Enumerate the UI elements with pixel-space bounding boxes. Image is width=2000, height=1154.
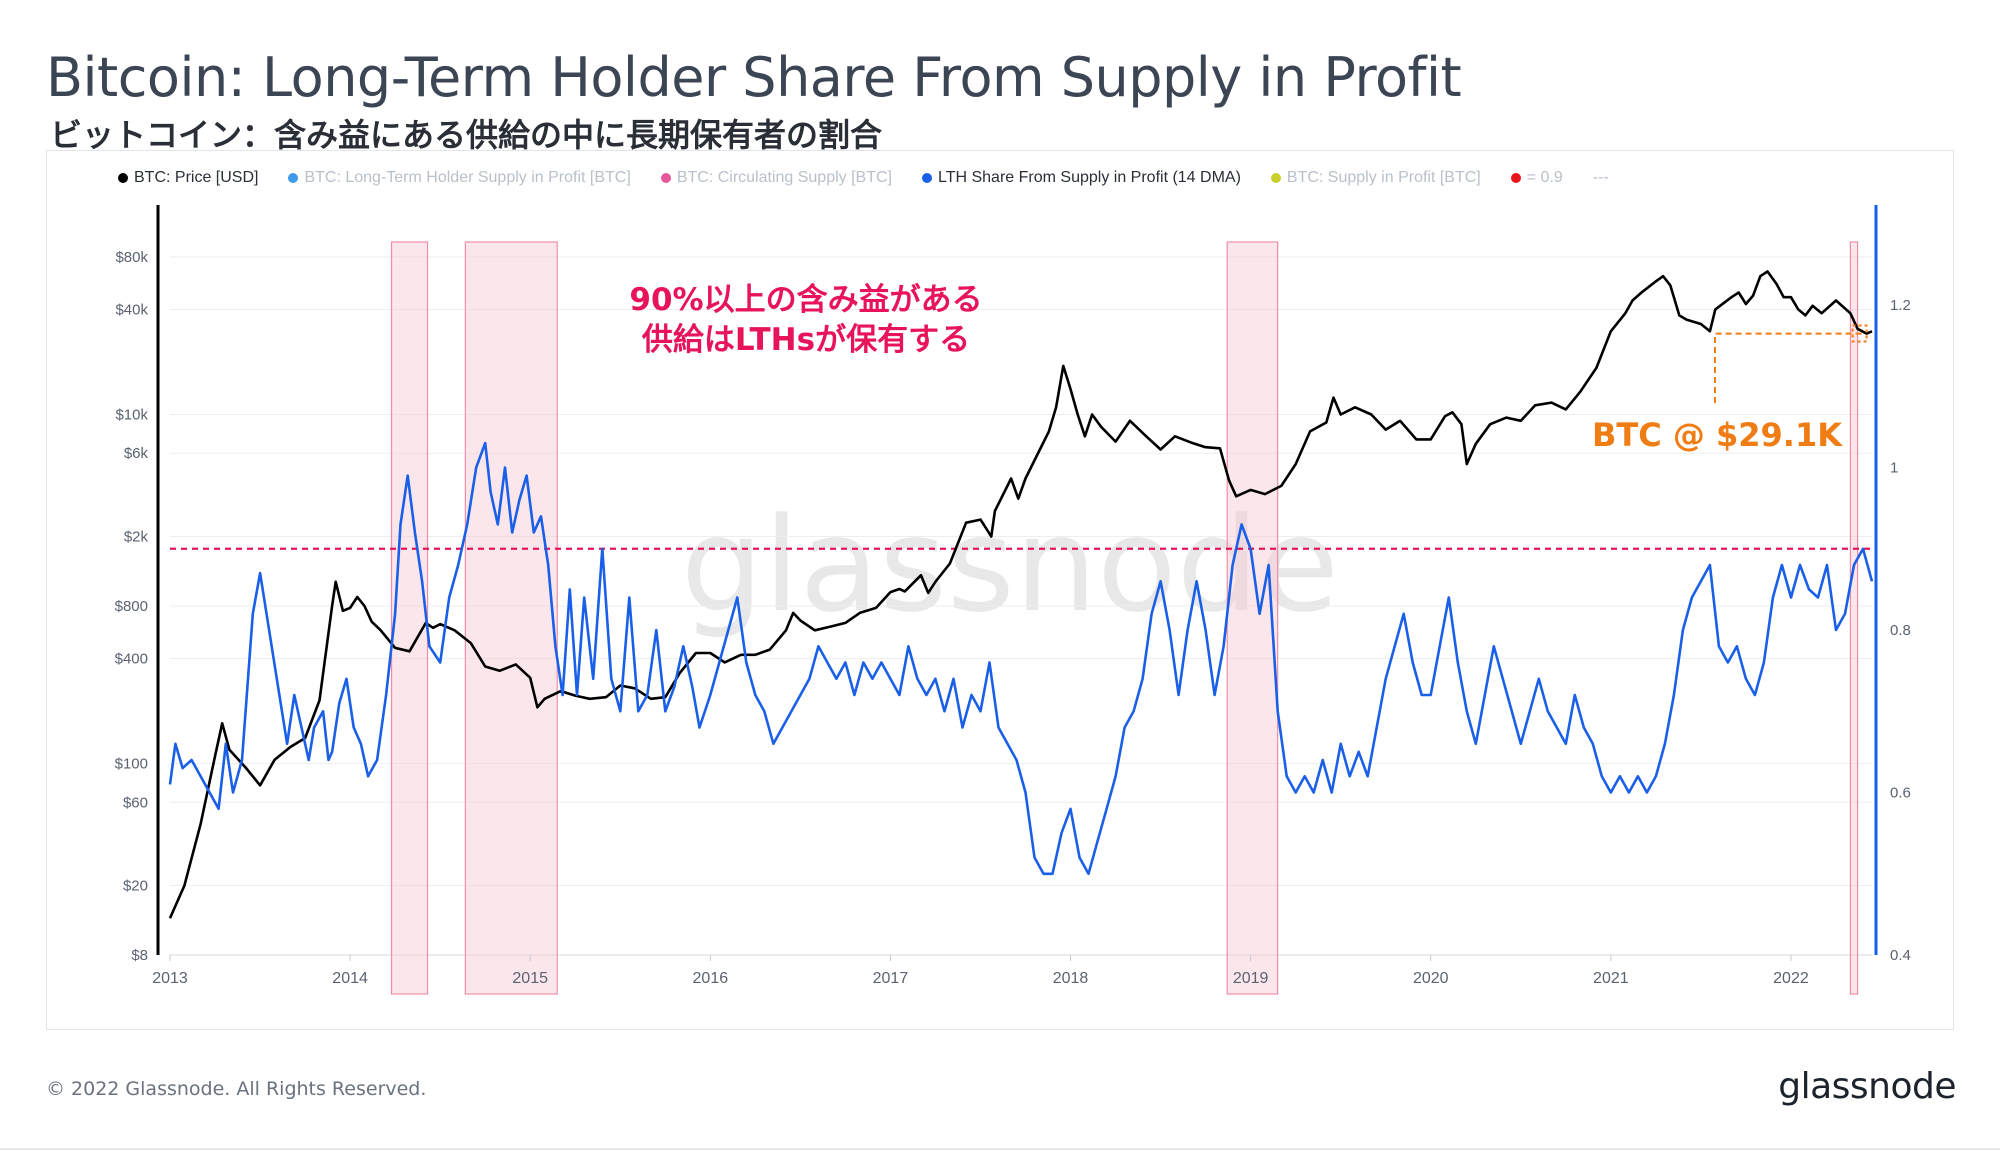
x-tick-label: 2014 — [332, 970, 368, 987]
legend-item-threshold[interactable]: = 0.9 — [1510, 169, 1563, 187]
y-left-tick-label: $6k — [124, 445, 149, 462]
glassnode-logo: glassnode — [1778, 1066, 1956, 1107]
x-tick-label: 2018 — [1053, 970, 1089, 987]
bottom-divider — [0, 1148, 2000, 1150]
highlight-period — [1226, 241, 1279, 995]
legend-item-lth-share[interactable]: LTH Share From Supply in Profit (14 DMA) — [922, 169, 1241, 187]
y-left-tick-label: $20 — [123, 878, 148, 895]
legend-dot-icon — [1270, 173, 1281, 183]
x-tick-label: 2022 — [1773, 970, 1809, 987]
highlight-period — [464, 241, 558, 995]
highlight-period — [390, 241, 429, 995]
y-right-tick-label: 0.4 — [1890, 947, 1911, 964]
annotation-price-marker — [1851, 324, 1868, 343]
watermark-text: glassnode — [681, 489, 1339, 641]
legend-label: LTH Share From Supply in Profit (14 DMA) — [938, 169, 1241, 186]
x-tick-label: 2015 — [512, 970, 548, 987]
legend-dot-icon — [922, 173, 932, 183]
legend-item-lth-supply-profit[interactable]: BTC: Long-Term Holder Supply in Profit [… — [288, 169, 631, 187]
legend-label: BTC: Circulating Supply [BTC] — [676, 169, 892, 186]
y-left-tick-label: $100 — [115, 756, 148, 773]
y-right-tick-label: 0.8 — [1890, 622, 1911, 639]
page-subtitle: ビットコイン：含み益にある供給の中に長期保有者の割合 — [50, 116, 883, 154]
y-right-tick-label: 1 — [1890, 460, 1898, 477]
legend-item-price[interactable]: BTC: Price [USD] — [118, 169, 258, 187]
y-left-tick-label: $60 — [123, 794, 148, 811]
y-left-tick-label: $10k — [115, 407, 148, 424]
x-tick-label: 2020 — [1413, 970, 1449, 987]
footer-copyright: © 2022 Glassnode. All Rights Reserved. — [46, 1078, 427, 1100]
legend-dot-icon — [1510, 173, 1521, 183]
highlight-period — [1849, 241, 1859, 995]
legend-dot-icon — [118, 173, 128, 183]
legend-label: --- — [1592, 169, 1609, 186]
annotation-lth-profit-line1: 90%以上の含み益がある — [629, 282, 982, 318]
legend-label: BTC: Supply in Profit [BTC] — [1286, 169, 1481, 186]
legend-item-supply-profit[interactable]: BTC: Supply in Profit [BTC] — [1270, 169, 1481, 187]
legend-label: BTC: Long-Term Holder Supply in Profit [… — [304, 169, 631, 186]
y-left-tick-label: $2k — [124, 529, 149, 546]
series-line-lth-share — [168, 441, 1874, 876]
y-left-tick-label: $8 — [131, 947, 148, 964]
x-tick-label: 2016 — [693, 970, 729, 987]
y-left-tick-label: $80k — [115, 249, 148, 266]
x-tick-label: 2013 — [152, 970, 188, 987]
y-right-tick-label: 0.6 — [1890, 785, 1911, 802]
y-left-tick-label: $400 — [115, 650, 148, 667]
legend-item-circulating-supply[interactable]: BTC: Circulating Supply [BTC] — [660, 169, 892, 187]
x-tick-label: 2021 — [1593, 970, 1629, 987]
legend-dot-icon — [660, 173, 671, 183]
legend-label: BTC: Price [USD] — [134, 169, 259, 186]
y-right-tick-label: 1.2 — [1890, 297, 1911, 314]
chart-legend: BTC: Price [USD] BTC: Long-Term Holder S… — [118, 166, 1609, 190]
annotation-price-guide — [1714, 332, 1863, 403]
legend-item-more[interactable]: --- — [1593, 169, 1609, 187]
series-line-btc-price — [168, 270, 1873, 919]
y-left-tick-label: $800 — [115, 598, 148, 615]
page-title: Bitcoin: Long-Term Holder Share From Sup… — [46, 46, 1462, 109]
x-tick-label: 2017 — [873, 970, 909, 987]
legend-label: = 0.9 — [1526, 169, 1563, 186]
y-left-tick-label: $40k — [115, 301, 148, 318]
x-tick-label: 2019 — [1233, 970, 1269, 987]
legend-dot-icon — [288, 173, 299, 183]
chart-panel — [46, 150, 1954, 1030]
annotation-btc-price: BTC @ $29.1K — [1592, 416, 1843, 454]
annotation-lth-profit-line2: 供給はLTHsが保有する — [641, 322, 970, 358]
